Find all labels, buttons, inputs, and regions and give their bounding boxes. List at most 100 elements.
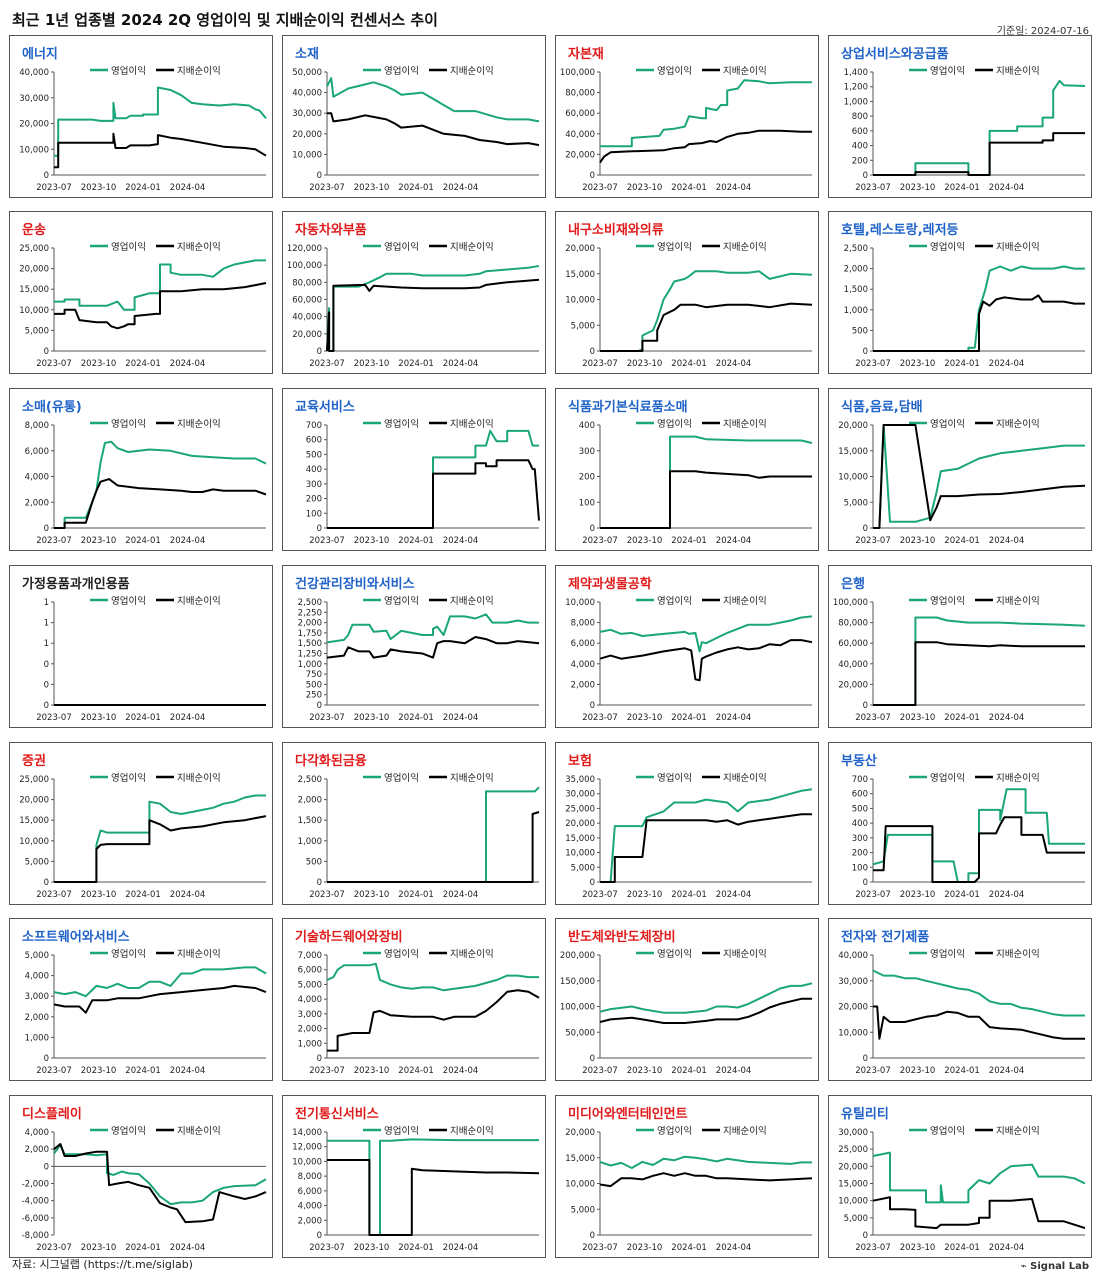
y-tick-label: 8,000 <box>298 1172 322 1182</box>
x-tick-label: 2023-07 <box>582 1243 618 1253</box>
chart-panel: 호텔,레스토랑,레저등 영업이익 지배순이익 0 500 1,000 1,500 2,000 2… <box>828 211 1092 374</box>
legend: 영업이익 지배순이익 <box>363 65 494 77</box>
series-line-op <box>600 79 812 148</box>
x-tick-label: 2023-07 <box>582 359 618 369</box>
y-tick-label: 300 <box>852 834 868 844</box>
series-line-op <box>54 794 266 883</box>
x-tick-label: 2024-01 <box>944 1243 980 1253</box>
series-line-op <box>599 615 813 653</box>
y-tick-label: 150,000 <box>560 977 595 987</box>
x-tick-label: 2024-01 <box>944 536 980 546</box>
legend: 영업이익 지배순이익 <box>909 418 1040 430</box>
chart-title: 미디어와엔터테인먼트 <box>568 1106 688 1122</box>
chart-panel: 식품,음료,담배 영업이익 지배순이익 0 5,000 10,000 15,000 20,00… <box>828 388 1092 551</box>
x-tick-label: 2024-01 <box>125 890 161 900</box>
legend: 영업이익 지배순이익 <box>90 241 221 253</box>
x-tick-label: 2023-07 <box>309 1066 345 1076</box>
x-tick-label: 2024-01 <box>125 1066 161 1076</box>
legend-label: 영업이익 <box>384 1125 419 1137</box>
y-tick-label: 800 <box>852 112 868 122</box>
y-tick-label: 500 <box>852 326 868 336</box>
series-line-net <box>600 813 812 883</box>
legend-label: 지배순이익 <box>996 1125 1040 1137</box>
legend: 영업이익 지배순이익 <box>909 1125 1040 1137</box>
chart-title: 가정용품과개인용품 <box>22 576 130 592</box>
y-tick-label: 50,000 <box>292 68 322 78</box>
y-tick-label: 15,000 <box>838 447 868 457</box>
y-tick-label: 100 <box>852 863 868 873</box>
series-line-op <box>873 265 1085 352</box>
x-tick-label: 2023-07 <box>582 1066 618 1076</box>
y-tick-label: 100,000 <box>833 598 868 608</box>
y-tick-label: 400 <box>579 421 595 431</box>
series-line-op <box>53 966 267 998</box>
y-tick-label: 1,400 <box>844 68 868 78</box>
chart-panel: 상업서비스와공급품 영업이익 지배순이익 0 200 400 600 800 1,000 1,20… <box>828 35 1092 198</box>
x-tick-label: 2023-10 <box>81 359 117 369</box>
y-tick-label: 5,000 <box>25 326 49 336</box>
x-tick-label: 2023-07 <box>309 713 345 723</box>
y-tick-label: 200 <box>579 473 595 483</box>
legend-label: 지배순이익 <box>723 948 767 960</box>
legend: 영업이익 지배순이익 <box>636 241 767 253</box>
y-tick-label: 0 <box>317 347 322 357</box>
chart-title: 자본재 <box>568 47 604 62</box>
y-tick-label: 0 <box>44 680 49 690</box>
x-tick-label: 2023-07 <box>36 359 72 369</box>
chart-panel: 전자와 전기제품 영업이익 지배순이익 0 10,000 20,000 30,000 40,0… <box>828 918 1092 1081</box>
y-tick-label: 500 <box>306 450 322 460</box>
legend-label: 영업이익 <box>384 65 419 77</box>
reference-date: 기준일: 2024-07-16 <box>996 26 1089 37</box>
x-tick-label: 2023-10 <box>354 713 390 723</box>
chart-title: 에너지 <box>22 46 58 62</box>
y-tick-label: 0 <box>863 347 868 357</box>
x-tick-label: 2023-10 <box>900 183 936 193</box>
series-line-net <box>53 1143 267 1224</box>
legend-label: 영업이익 <box>384 418 419 430</box>
y-tick-label: 15,000 <box>19 285 49 295</box>
x-tick-label: 2023-10 <box>81 183 117 193</box>
legend-label: 지배순이익 <box>996 418 1040 430</box>
x-tick-label: 2023-10 <box>900 713 936 723</box>
x-tick-label: 2024-04 <box>443 359 479 369</box>
y-tick-label: 0 <box>590 524 595 534</box>
y-tick-label: 200,000 <box>560 951 595 961</box>
x-tick-label: 2023-10 <box>81 536 117 546</box>
y-tick-label: 600 <box>852 790 868 800</box>
y-tick-label: 5,000 <box>25 951 49 961</box>
y-tick-label: 60,000 <box>838 639 868 649</box>
series-line-op <box>872 1151 1086 1204</box>
chart-panel: 건강관리장비와서비스 영업이익 지배순이익 0 250 500 750 1,000 1,250 1… <box>282 565 546 728</box>
x-tick-label: 2024-01 <box>944 183 980 193</box>
y-tick-label: 5,000 <box>844 498 868 508</box>
legend: 영업이익 지배순이익 <box>909 241 1040 253</box>
y-tick-label: 0 <box>317 1054 322 1064</box>
x-tick-label: 2024-01 <box>671 359 707 369</box>
chart-panel: 전기통신서비스 영업이익 지배순이익 0 2,000 4,000 6,000 8,000 10,… <box>282 1095 546 1258</box>
series-line-op <box>326 613 539 644</box>
legend-label: 영업이익 <box>930 65 965 77</box>
y-tick-label: 1,000 <box>298 837 322 847</box>
y-tick-label: 1,500 <box>298 639 322 649</box>
legend: 영업이익 지배순이익 <box>363 595 494 607</box>
chart-panel: 내구소비재와의류 영업이익 지배순이익 0 5,000 10,000 15,000 20,00… <box>555 211 819 374</box>
x-tick-label: 2023-10 <box>354 1066 390 1076</box>
y-tick-label: 25,000 <box>19 775 49 785</box>
y-tick-label: 2,000 <box>25 1145 49 1155</box>
x-tick-label: 2024-04 <box>989 890 1025 900</box>
chart-panel: 교육서비스 영업이익 지배순이익 0 100 200 300 400 500 600 700 2023… <box>282 388 546 551</box>
y-tick-label: 10,000 <box>565 849 595 859</box>
y-tick-label: 2,000 <box>25 1013 49 1023</box>
legend-label: 지배순이익 <box>450 418 494 430</box>
series-line-net <box>873 424 1086 529</box>
chart-panel: 미디어와엔터테인먼트 영업이익 지배순이익 0 5,000 10,000 15,000 20,… <box>555 1095 819 1258</box>
